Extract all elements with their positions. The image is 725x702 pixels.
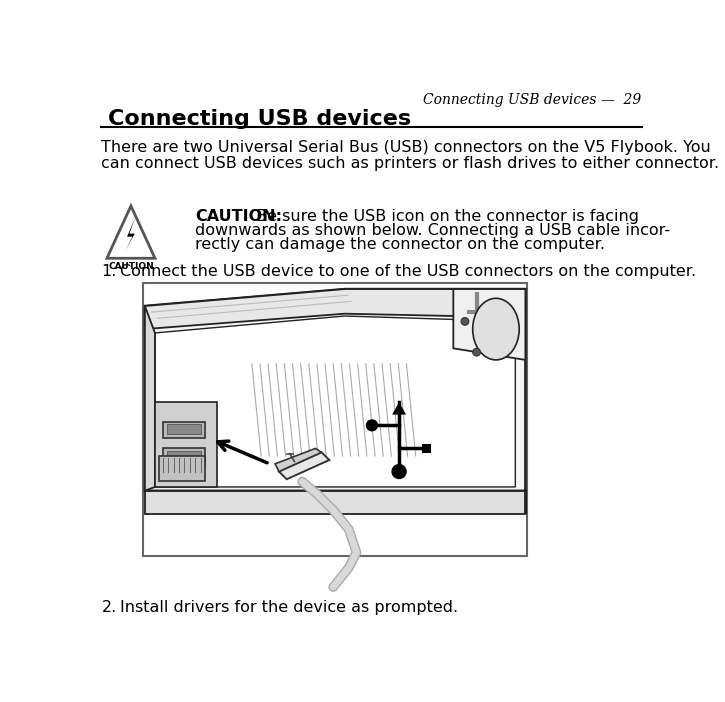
Polygon shape — [167, 424, 202, 434]
Polygon shape — [162, 449, 205, 465]
Text: can connect USB devices such as printers or flash drives to either connector.: can connect USB devices such as printers… — [102, 156, 720, 171]
Polygon shape — [145, 491, 526, 514]
Text: CAUTION: CAUTION — [108, 262, 154, 271]
Text: 2.: 2. — [102, 600, 117, 615]
Polygon shape — [125, 217, 136, 251]
Text: downwards as shown below. Connecting a USB cable incor-: downwards as shown below. Connecting a U… — [195, 223, 671, 238]
Text: rectly can damage the connector on the computer.: rectly can damage the connector on the c… — [195, 237, 605, 252]
Polygon shape — [392, 402, 406, 415]
Polygon shape — [279, 452, 329, 479]
Polygon shape — [275, 449, 322, 472]
Polygon shape — [453, 289, 526, 360]
Circle shape — [461, 317, 469, 325]
Polygon shape — [145, 306, 155, 491]
Text: Connecting USB devices: Connecting USB devices — [108, 109, 411, 129]
Polygon shape — [145, 289, 526, 514]
Circle shape — [367, 420, 378, 431]
Polygon shape — [159, 456, 205, 481]
Polygon shape — [145, 289, 526, 329]
Text: There are two Universal Serial Bus (USB) connectors on the V5 Flybook. You: There are two Universal Serial Bus (USB)… — [102, 140, 711, 155]
Polygon shape — [167, 451, 202, 461]
Text: Connect the USB device to one of the USB connectors on the computer.: Connect the USB device to one of the USB… — [120, 265, 696, 279]
Polygon shape — [162, 421, 205, 439]
Polygon shape — [155, 402, 217, 487]
Text: Install drivers for the device as prompted.: Install drivers for the device as prompt… — [120, 600, 458, 615]
Ellipse shape — [473, 298, 519, 360]
Text: 1.: 1. — [102, 265, 117, 279]
Text: Connecting USB devices —  29: Connecting USB devices — 29 — [423, 93, 641, 107]
Text: CAUTION:: CAUTION: — [195, 209, 282, 224]
FancyBboxPatch shape — [144, 283, 527, 556]
Text: Be sure the USB icon on the connector is facing: Be sure the USB icon on the connector is… — [251, 209, 639, 224]
Polygon shape — [155, 316, 515, 487]
Circle shape — [473, 348, 481, 356]
FancyBboxPatch shape — [421, 444, 431, 453]
Circle shape — [392, 465, 406, 479]
